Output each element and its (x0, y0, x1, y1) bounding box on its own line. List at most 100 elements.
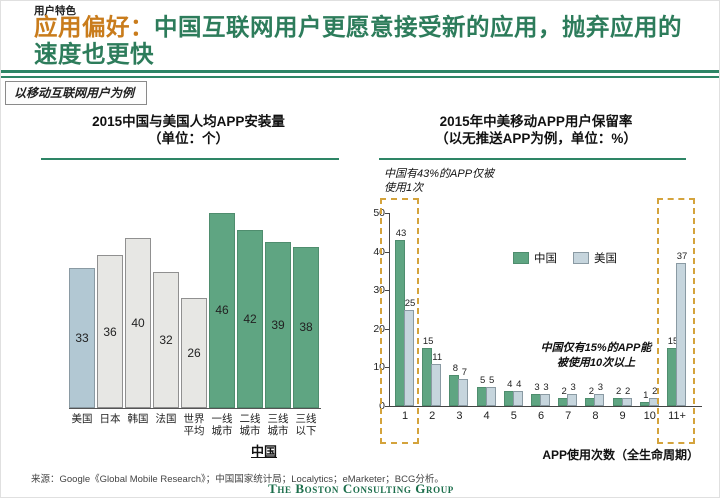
bar-美国-6: 3 (540, 382, 550, 406)
bar-value-label: 3 (597, 382, 604, 394)
bar-group-1: 43 25 (395, 228, 415, 406)
bar-value-label: 5 (488, 374, 495, 386)
y-tick-mark (385, 328, 390, 330)
bar-法国: 32 (153, 272, 179, 408)
bar-value-label: 39 (271, 318, 285, 333)
y-tick-0: 0 (379, 400, 385, 412)
bar-group-2: 15 11 (422, 336, 442, 406)
x-label-4: 4 (483, 410, 490, 422)
right-chart-x-axis-title: APP使用次数（全生命周期） (542, 448, 699, 462)
x-label-5: 5 (510, 410, 517, 422)
bar-value-label: 5 (479, 374, 486, 386)
y-tick-mark (385, 290, 390, 292)
x-label-8: 8 (592, 410, 599, 422)
bar-美国-4: 5 (485, 375, 496, 406)
right-chart-title: 2015年中美移动APP用户保留率 （以无推送APP为例，单位：%） (373, 113, 699, 147)
bar-value-label: 11 (432, 351, 443, 363)
y-tick-30: 30 (373, 284, 385, 297)
bar-美国-7: 3 (567, 382, 578, 406)
bar-value-label: 37 (676, 251, 688, 263)
y-tick-50: 50 (373, 207, 385, 219)
left-chart-title-main: 2015中国与美国人均APP安装量 (92, 114, 285, 129)
left-chart-x-labels: 美国 日本 韩国 法国 世界 平均 一线 城市 二线 城市 三线 城市 三线 以下 (68, 413, 322, 437)
bar-value-label: 8 (452, 363, 459, 375)
y-tick-mark (385, 251, 390, 253)
left-chart-title: 2015中国与美国人均APP安装量 （单位：个） (31, 113, 346, 147)
title-divider (1, 70, 719, 78)
y-tick-20: 20 (373, 322, 385, 335)
left-chart-plot: 33 36 40 32 26 46 42 39 38 (69, 212, 321, 409)
x-label-3: 3 (456, 410, 463, 422)
bar-value-label: 4 (507, 378, 513, 390)
bar-value-label: 33 (75, 330, 89, 345)
bar-美国-3: 7 (458, 367, 469, 406)
annotation-first-use: 中国有43%的APP仅被 使用1次 (384, 168, 495, 194)
legend-item-china: 中国 (513, 250, 557, 266)
source-note: 来源：Google《Global Mobile Research》；中国国家统计… (31, 474, 444, 485)
legend: 中国 美国 (513, 250, 617, 266)
china-group-label: 中国 (250, 444, 277, 459)
bar-value-label: 4 (516, 378, 522, 390)
x-label-6: 6 (537, 410, 545, 422)
bar-value-label: 2 (588, 386, 595, 398)
bar-美国-2: 11 (431, 352, 442, 406)
y-tick-mark (385, 367, 390, 369)
annotation-retention: 中国仅有15%的APP能 被使用10次以上 (540, 342, 652, 369)
x-label-三线以下: 三线 以下 (295, 413, 317, 437)
bar-value-label: 43 (395, 228, 407, 240)
legend-item-us: 美国 (573, 250, 617, 266)
right-chart-divider (379, 158, 686, 160)
bar-三线城市: 39 (265, 242, 291, 408)
legend-china-label: 中国 (534, 253, 557, 265)
x-label-10: 10 (643, 410, 656, 422)
right-chart-title-main: 2015年中美移动APP用户保留率 (439, 114, 633, 129)
x-label-美国: 美国 (71, 413, 93, 425)
right-chart-plot: 0 10 20 30 40 50 43 25 1 15 11 2 8 7 3 5 5 4 4 4 5 3 3 6 2 3 7 2 3 8 2… (373, 207, 702, 422)
bar-value-label: 2 (561, 386, 567, 398)
x-label-法国: 法国 (155, 413, 177, 425)
bar-value-label: 15 (422, 336, 434, 348)
left-chart-divider (41, 158, 339, 160)
y-tick-mark (385, 406, 390, 407)
bar-value-label: 25 (404, 297, 416, 309)
bar-美国-5: 4 (512, 379, 523, 406)
bar-value-label: 38 (299, 320, 313, 335)
eyebrow-label: 用户特色 (34, 5, 76, 17)
bar-美国: 33 (69, 267, 95, 408)
bar-韩国: 40 (125, 238, 151, 408)
bar-美国-8: 3 (594, 382, 605, 406)
bar-value-label: 32 (159, 333, 173, 347)
x-label-7: 7 (565, 410, 572, 422)
x-label-日本: 日本 (99, 413, 121, 425)
bar-美国-11+: 37 (676, 251, 687, 406)
bar-value-label: 2 (624, 386, 631, 398)
bar-value-label: 46 (215, 303, 229, 318)
bar-value-label: 15 (667, 336, 679, 348)
bar-美国-10: 2 (648, 386, 659, 406)
bar-日本: 36 (97, 255, 123, 408)
bar-group-11+: 15 37 (667, 251, 687, 406)
bar-value-label: 3 (543, 382, 549, 394)
x-label-韩国: 韩国 (127, 413, 149, 425)
legend-us-label: 美国 (594, 253, 617, 265)
bar-value-label: 40 (131, 316, 145, 330)
bar-三线以下: 38 (293, 246, 319, 408)
y-tick-40: 40 (373, 245, 385, 258)
bar-value-label: 3 (570, 382, 576, 394)
bar-世界平均: 26 (181, 297, 207, 408)
x-label-三线城市: 三线 城市 (267, 413, 289, 437)
bar-value-label: 26 (187, 345, 201, 360)
bar-二线城市: 42 (237, 229, 263, 408)
bar-美国-9: 2 (621, 386, 632, 406)
bar-美国-1: 25 (404, 298, 415, 406)
page-title-highlight: 应用偏好： (34, 14, 154, 40)
page-title-rest: 中国互联网用户更愿意接受新的应用，抛弃应用的 (154, 14, 682, 40)
bar-一线城市: 46 (209, 212, 235, 408)
